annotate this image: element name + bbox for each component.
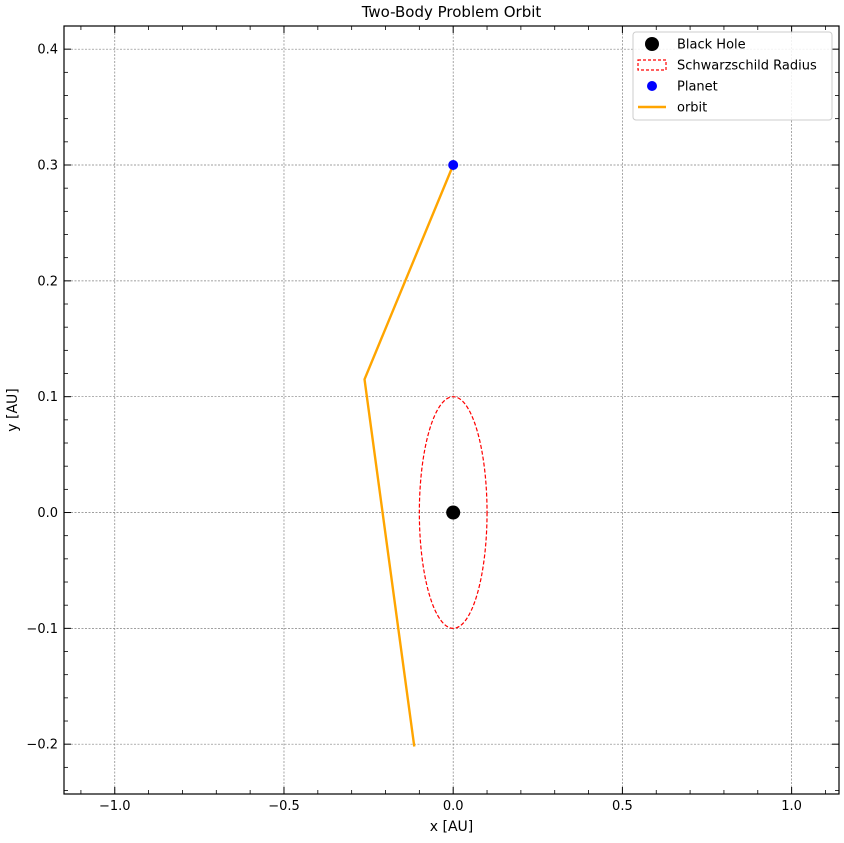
black-hole-marker bbox=[446, 505, 461, 520]
legend-schwarzschild-radius-swatch bbox=[637, 59, 667, 71]
legend-box bbox=[632, 31, 833, 121]
legend-orbit-label: orbit bbox=[677, 101, 707, 116]
tick-layer: −1.0 −0.5 0.0 0.5 1.0 −0.2 −0.1 0.0 0.1 0.2 0.3 0.4 bbox=[26, 25, 839, 814]
legend-black-hole-label: Black Hole bbox=[677, 38, 746, 53]
x-tick-label: 0.0 bbox=[443, 799, 464, 814]
legend-planet-label: Planet bbox=[677, 80, 718, 95]
legend-schwarzschild-radius-label: Schwarzschild Radius bbox=[677, 59, 817, 74]
y-tick-label: 0.3 bbox=[37, 159, 58, 174]
legend-black-hole-swatch bbox=[645, 37, 659, 51]
x-tick-label: −1.0 bbox=[99, 799, 131, 814]
legend: Black Hole Schwarzschild Radius Planet orbi… bbox=[632, 31, 833, 121]
plot-frame bbox=[63, 25, 840, 795]
y-tick-label: −0.2 bbox=[26, 738, 58, 753]
data-layer bbox=[363, 160, 488, 747]
y-axis-label: y [AU] bbox=[5, 388, 21, 431]
x-tick-label: 0.5 bbox=[612, 799, 633, 814]
x-tick-label: −0.5 bbox=[268, 799, 300, 814]
y-tick-label: 0.2 bbox=[37, 274, 58, 289]
y-tick-label: −0.1 bbox=[26, 622, 58, 637]
y-tick-label: 0.1 bbox=[37, 390, 58, 405]
schwarzschild-radius-circle bbox=[418, 396, 488, 629]
chart-title: Two-Body Problem Orbit bbox=[361, 3, 542, 21]
orbit-line bbox=[363, 164, 455, 747]
x-axis-label: x [AU] bbox=[430, 819, 473, 835]
y-tick-label: 0.4 bbox=[37, 43, 58, 58]
x-tick-label: 1.0 bbox=[781, 799, 802, 814]
y-tick-label: 0.0 bbox=[37, 506, 58, 521]
legend-planet-swatch bbox=[647, 81, 657, 91]
grid-layer bbox=[64, 26, 839, 794]
planet-marker bbox=[448, 160, 459, 171]
